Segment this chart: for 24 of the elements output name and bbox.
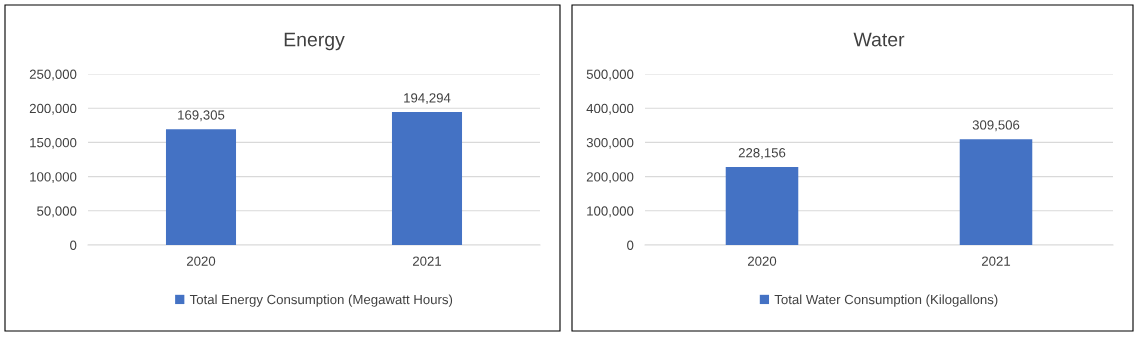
y-tick-label: 500,000	[586, 69, 634, 81]
data-label: 228,156	[738, 148, 786, 159]
x-tick-label: 2021	[981, 256, 1011, 266]
y-tick-label: 400,000	[586, 103, 634, 115]
chart-title: Energy	[284, 32, 345, 51]
y-tick-label: 50,000	[37, 206, 77, 218]
y-tick-label: 250,000	[29, 69, 77, 81]
chart-title: Water	[853, 32, 905, 47]
x-tick-label: 2021	[412, 256, 442, 266]
legend-label: Total Water Consumption (Kilogallons)	[774, 294, 998, 307]
x-tick-label: 2020	[186, 256, 216, 266]
y-tick-label: 200,000	[29, 103, 77, 115]
data-label: 169,305	[178, 110, 225, 122]
y-tick-label: 100,000	[30, 172, 77, 184]
y-tick-label: 150,000	[30, 137, 77, 149]
x-tick-label: 2020	[747, 256, 777, 266]
legend-label: Total Energy Consumption (Megawatt Hours)	[189, 294, 453, 307]
y-tick-label: 100,000	[587, 206, 634, 218]
y-tick-label: 0	[627, 240, 634, 250]
y-tick-label: 200,000	[586, 172, 634, 184]
y-tick-label: 300,000	[586, 137, 634, 149]
y-tick-label: 0	[70, 240, 77, 250]
data-label: 194,294	[404, 93, 451, 105]
data-label: 309,506	[972, 120, 1020, 132]
